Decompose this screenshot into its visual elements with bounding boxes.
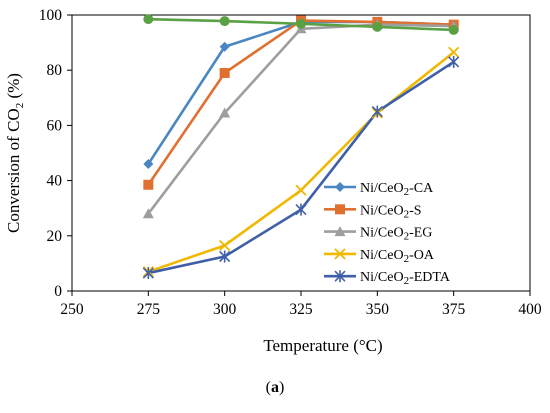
- x-axis-title: Temperature (°C): [263, 336, 382, 355]
- x-tick-labels: 250 275 300 325 350 375 400: [60, 301, 542, 318]
- legend-marker-s: [335, 204, 345, 215]
- series-markers: [142, 14, 460, 280]
- data-point-edta: [448, 55, 460, 68]
- legend-marker-ca: [335, 182, 345, 192]
- legend: Ni/CeO2-CA Ni/CeO2-S Ni/CeO2-EG Ni/CeO2-OA N…: [324, 181, 451, 287]
- data-point-ca: [143, 159, 154, 170]
- data-point-edta: [219, 250, 231, 263]
- x-tick-label: 250: [60, 301, 84, 318]
- y-tick-label: 60: [47, 117, 63, 134]
- y-tick-labels: 0 20 40 60 80 100: [39, 7, 63, 300]
- legend-label-s: Ni/CeO2-S: [360, 203, 422, 220]
- data-point-equilibrium: [372, 21, 383, 32]
- legend-marker-oa: [334, 248, 346, 260]
- x-tick-label: 400: [518, 301, 542, 318]
- data-point-oa: [448, 46, 460, 58]
- data-point-s: [143, 179, 154, 190]
- x-tick-label: 300: [213, 301, 237, 318]
- y-tick-label: 80: [47, 62, 63, 79]
- legend-label-oa: Ni/CeO2-OA: [360, 248, 435, 265]
- x-tick-label: 375: [442, 301, 466, 318]
- y-tick-label: 0: [54, 283, 62, 300]
- axes: [67, 14, 531, 296]
- data-point-oa: [295, 184, 307, 196]
- legend-label-eg: Ni/CeO2-EG: [360, 226, 432, 243]
- data-point-edta: [142, 267, 154, 280]
- legend-label-edta: Ni/CeO2-EDTA: [360, 270, 451, 287]
- y-tick-label: 40: [47, 173, 63, 190]
- data-point-oa: [219, 239, 231, 252]
- x-tick-label: 325: [289, 301, 313, 318]
- series-line-s: [147, 19, 454, 186]
- figure-caption: (a): [265, 379, 285, 396]
- data-point-eg: [142, 208, 154, 219]
- figure-label: a: [271, 379, 279, 396]
- data-point-equilibrium: [143, 14, 154, 25]
- legend-label-ca: Ni/CeO2-CA: [360, 181, 434, 198]
- data-point-ca: [219, 41, 230, 52]
- legend-marker-edta: [334, 270, 346, 283]
- plot-frame: [71, 14, 531, 292]
- y-axis-title: Conversion of CO2 (%): [4, 73, 26, 233]
- legend-marker-eg: [334, 226, 346, 237]
- data-point-equilibrium: [219, 16, 230, 27]
- x-tick-label: 275: [137, 301, 161, 318]
- data-point-eg: [219, 107, 231, 118]
- data-point-equilibrium: [448, 24, 459, 35]
- y-tick-label: 100: [39, 7, 63, 24]
- data-point-edta: [295, 203, 307, 216]
- data-point-edta: [371, 105, 383, 118]
- y-tick-label: 20: [47, 228, 63, 245]
- data-point-equilibrium: [296, 18, 306, 29]
- x-tick-label: 350: [366, 301, 390, 318]
- data-point-s: [219, 67, 230, 78]
